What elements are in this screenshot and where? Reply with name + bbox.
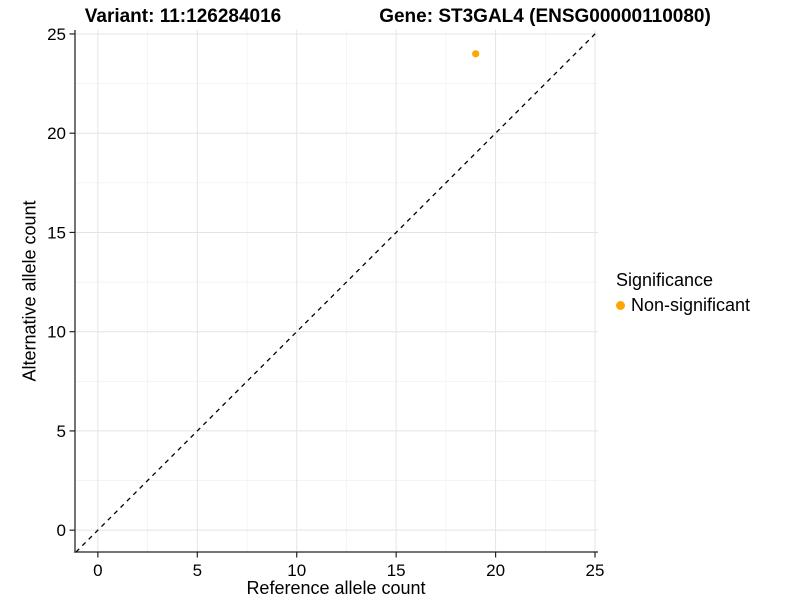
gene-title: Gene: ST3GAL4 (ENSG00000110080) (379, 6, 711, 27)
axis-lines (74, 30, 598, 553)
y-axis-title: Alternative allele count (19, 200, 40, 382)
legend-entry: Non-significant (616, 295, 750, 316)
x-tick-label: 10 (287, 561, 306, 580)
x-tick-label: 15 (387, 561, 406, 580)
legend: Significance Non-significant (616, 270, 750, 316)
y-tick-labels: 0 5 10 15 20 25 (47, 25, 66, 540)
legend-entry-label: Non-significant (631, 295, 751, 315)
y-tick-label: 20 (47, 124, 66, 143)
y-tick-label: 25 (47, 25, 66, 44)
y-tick-label: 10 (47, 323, 66, 342)
legend-title: Significance (616, 270, 714, 290)
x-axis-title: Reference allele count (246, 578, 426, 598)
x-tick-label: 25 (586, 561, 605, 580)
data-points (472, 50, 480, 58)
identity-line (75, 30, 599, 553)
minor-gridlines (75, 30, 598, 552)
legend-point-icon (616, 301, 625, 310)
x-tick-label: 0 (93, 561, 102, 580)
variant-title: Variant: 11:126284016 (84, 6, 282, 27)
y-tick-label: 0 (57, 521, 66, 540)
data-point (472, 50, 480, 58)
x-tick-label: 5 (193, 561, 202, 580)
major-gridlines (75, 30, 598, 552)
axis-ticks (69, 33, 596, 558)
x-tick-label: 20 (486, 561, 505, 580)
y-tick-label: 15 (47, 223, 66, 242)
x-tick-labels: 0 5 10 15 20 25 (93, 561, 604, 580)
y-tick-label: 5 (57, 422, 66, 441)
